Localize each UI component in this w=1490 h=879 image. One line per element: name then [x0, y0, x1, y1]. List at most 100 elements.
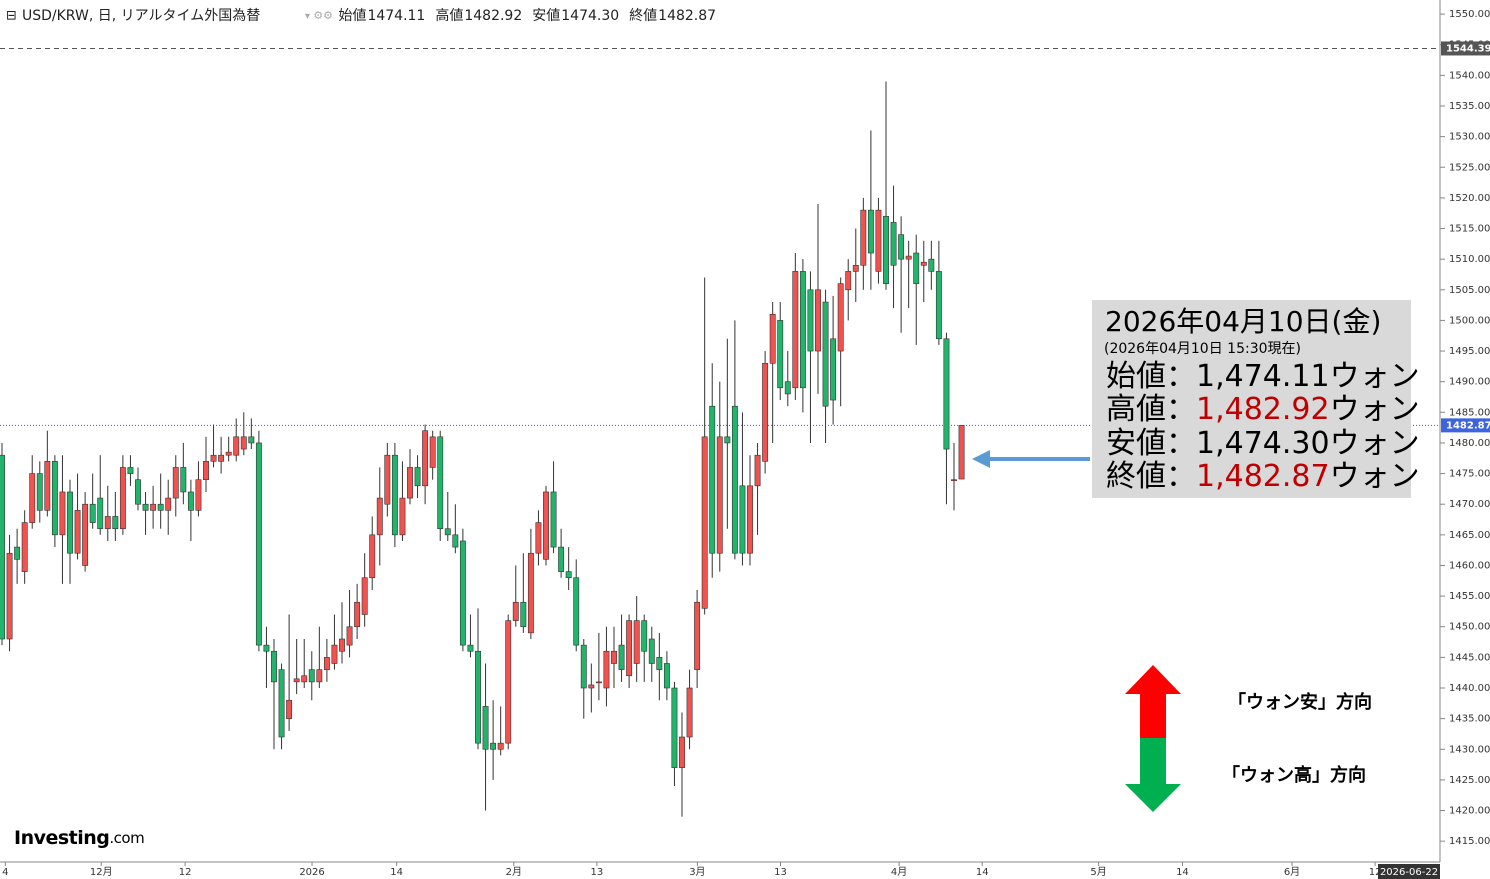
dropdown-icon: ▾: [305, 11, 313, 22]
candle-body: [240, 436, 247, 450]
logo-brand: Investing: [14, 827, 109, 849]
candle-body: [467, 644, 474, 652]
info-value: 1,474.11: [1196, 359, 1330, 394]
candle-body: [580, 644, 587, 689]
ohlc-label: 高値: [435, 7, 463, 24]
candle-body: [709, 405, 716, 554]
y-tick-label: 1530.00: [1449, 132, 1490, 143]
candle-body: [845, 271, 852, 291]
candle-body: [293, 678, 300, 683]
x-tick-label: 12: [179, 867, 192, 878]
info-subtitle: (2026年04月10日 15:30現在): [1104, 341, 1301, 357]
logo-suffix: .com: [109, 829, 144, 847]
candle-body: [822, 301, 829, 407]
candle-body: [716, 436, 723, 554]
candle-body: [482, 706, 489, 750]
candle-body: [543, 491, 549, 560]
candle-body: [739, 485, 746, 554]
candle-body: [399, 497, 406, 536]
ohlc-label: 安値: [532, 8, 560, 24]
candle-body: [731, 405, 738, 554]
candle-body: [172, 467, 179, 499]
candle-body: [437, 436, 444, 530]
candle-body: [51, 461, 58, 536]
info-value: 1,482.87: [1196, 459, 1330, 494]
logo: Investing.com: [14, 827, 144, 849]
candle-body: [414, 467, 421, 487]
candle-body: [701, 436, 708, 609]
info-separator: ：: [1166, 392, 1196, 427]
candle-body: [799, 271, 806, 389]
x-tick-label: 13: [774, 867, 787, 878]
cursor-label: 2026-06-22: [1380, 867, 1438, 878]
candle-body: [391, 454, 398, 536]
info-label: 終値: [1106, 459, 1166, 494]
x-tick-label: 13: [591, 867, 604, 878]
candle-body: [769, 313, 776, 364]
candle-body: [754, 454, 761, 487]
y-tick-label: 1520.00: [1449, 193, 1490, 204]
info-unit: ウォン: [1330, 359, 1420, 394]
candle-body: [308, 669, 315, 683]
price-label: 1482.87: [1446, 420, 1490, 431]
candle-body: [656, 657, 663, 670]
candle-body: [784, 381, 791, 395]
candle-body: [837, 283, 844, 352]
ohlc-value: 1482.92: [464, 8, 522, 24]
info-label: 安値: [1106, 426, 1166, 461]
candle-body: [6, 552, 13, 640]
candle-body: [686, 687, 693, 738]
candle-body: [928, 258, 935, 272]
candle-body: [89, 503, 96, 523]
settings-icon: ⚙⚙: [313, 9, 336, 22]
candle-body: [875, 209, 882, 272]
candle-body: [323, 657, 330, 670]
y-tick-label: 1430.00: [1449, 744, 1490, 755]
arrow-label: 「ウォン高」方向: [1222, 764, 1366, 786]
candle-body: [815, 289, 821, 352]
candle-body: [44, 461, 51, 511]
candle-body: [142, 503, 149, 511]
candle-body: [641, 620, 648, 652]
candle-body: [429, 436, 436, 468]
candle-body: [663, 663, 670, 689]
candle-body: [535, 522, 542, 554]
ohlc-label: 終値: [629, 8, 657, 24]
menu-icon: ⊟: [6, 9, 17, 24]
info-row: 安値：1,474.30ウォン: [1106, 426, 1420, 461]
candle-body: [255, 442, 262, 646]
candle-body: [830, 338, 837, 401]
candle-body: [127, 467, 134, 474]
candle-body: [573, 577, 580, 646]
x-tick-label: 5月: [1090, 866, 1106, 878]
candle-body: [112, 516, 119, 530]
candle-body: [648, 638, 655, 664]
candle-body: [694, 601, 701, 670]
candle-body: [384, 454, 391, 505]
candle-body: [225, 451, 232, 456]
candle-body: [747, 485, 753, 554]
candle-body: [883, 215, 889, 284]
info-label: 始値: [1106, 359, 1166, 394]
candle-body: [74, 510, 81, 554]
candle-body: [595, 681, 602, 684]
candle-body: [67, 491, 73, 554]
candle-body: [316, 669, 323, 683]
candle-body: [679, 736, 685, 768]
y-tick-label: 1505.00: [1449, 285, 1490, 296]
candle-body: [792, 271, 799, 389]
candle-body: [762, 363, 769, 462]
candle-body: [550, 491, 557, 548]
info-title: 2026年04月10日(金): [1105, 305, 1381, 338]
candle-body: [860, 209, 867, 266]
candle-body: [618, 644, 625, 670]
candle-body: [951, 479, 957, 482]
price-label: 1544.39: [1446, 43, 1490, 54]
y-tick-label: 1500.00: [1449, 315, 1490, 326]
candle-body: [36, 473, 43, 511]
y-tick-label: 1465.00: [1449, 530, 1490, 541]
arrow-label: 「ウォン安」方向: [1228, 691, 1372, 713]
candle-body: [369, 534, 376, 579]
candle-body: [263, 644, 270, 652]
candle-body: [278, 669, 285, 738]
